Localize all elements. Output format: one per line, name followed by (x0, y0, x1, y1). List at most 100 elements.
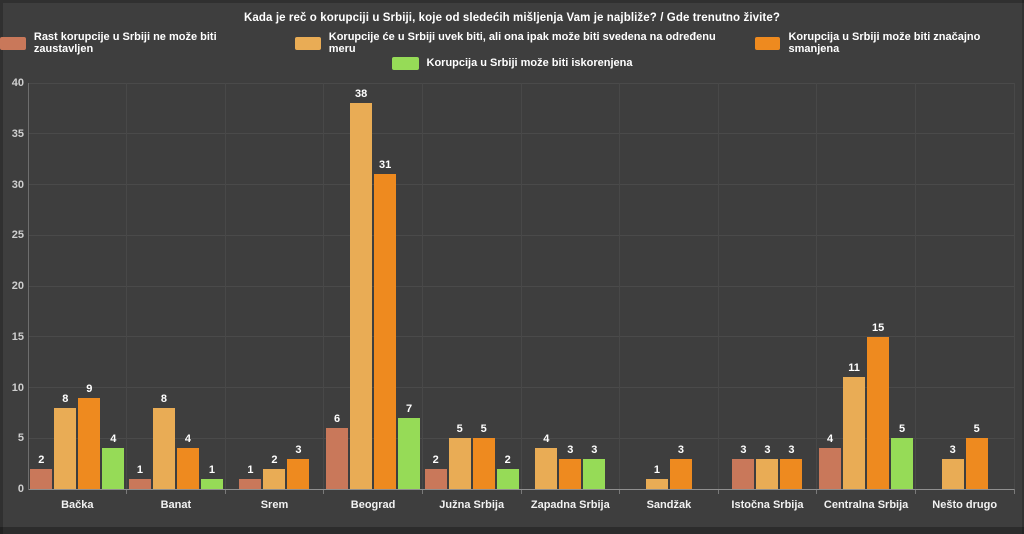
bar (200, 479, 223, 489)
bar (780, 459, 803, 489)
legend-label: Rast korupcije u Srbiji ne može biti zau… (33, 31, 217, 55)
bar-value-label: 9 (86, 383, 93, 395)
bar (819, 448, 842, 489)
bar (54, 408, 77, 489)
x-axis-tick (619, 489, 621, 494)
bar (374, 174, 397, 489)
x-axis-tick (126, 489, 128, 494)
bar (732, 459, 755, 489)
bar (965, 438, 988, 489)
bar (645, 479, 668, 489)
legend-item[interactable]: Korupcija u Srbiji može biti iskorenjena (391, 56, 633, 70)
bar-value-label: 8 (62, 393, 69, 405)
bar-slot: 38 (350, 88, 373, 489)
bar-slot: 9 (78, 383, 101, 489)
bar-group: 4 11 15 5 (817, 83, 916, 489)
bar-value-label: 1 (247, 464, 254, 476)
bar-value-label: 15 (871, 322, 885, 334)
gridline-vertical (816, 83, 818, 489)
bar-value-label: 6 (334, 413, 341, 425)
bar-value-label: 3 (295, 444, 302, 456)
bar-slot: 3 (756, 444, 779, 489)
bar (152, 408, 175, 489)
bar-value-label: 4 (827, 433, 834, 445)
category-label: Nešto drugo (932, 499, 998, 511)
bar-value-label: 2 (271, 454, 278, 466)
legend-item[interactable]: Korupcija u Srbiji može biti značajno sm… (754, 31, 1024, 55)
bar-slot: 1 (645, 464, 668, 489)
bar-value-label: 7 (406, 403, 413, 415)
bar-slot: 6 (326, 413, 349, 489)
bar-group: 2 5 5 2 (422, 83, 521, 489)
chart-title: Kada je reč o korupciji u Srbiji, koje o… (244, 12, 780, 24)
bar-value-label: 2 (38, 454, 45, 466)
bar-value-label: 2 (432, 454, 439, 466)
x-axis-tick (224, 489, 226, 494)
bar-value-label: 31 (378, 159, 392, 171)
legend-item[interactable]: Korupcije će u Srbiji uvek biti, ali ona… (294, 31, 729, 55)
bar (326, 428, 349, 489)
bar-value-label: 5 (899, 423, 906, 435)
bar-slot: 4 (535, 433, 558, 489)
y-tick-label: 20 (11, 280, 24, 292)
x-axis-tick (717, 489, 719, 494)
bar-value-label: 5 (456, 423, 463, 435)
x-axis-tick (323, 489, 325, 494)
category-label: Istočna Srbija (731, 499, 804, 511)
category-label: Srem (260, 499, 289, 511)
bar-group: 2 8 9 4 (28, 83, 127, 489)
gridline-vertical (323, 83, 325, 489)
bar-value-label: 3 (764, 444, 771, 456)
y-tick-label: 5 (17, 432, 24, 445)
bar (891, 438, 914, 489)
bar (448, 438, 471, 489)
bar-slot: 5 (448, 423, 471, 489)
bar-slot: 3 (732, 444, 755, 489)
bar (843, 377, 866, 489)
bar-value-label: 4 (184, 433, 191, 445)
bar-value-label: 38 (354, 88, 368, 100)
bar (128, 479, 151, 489)
gridline-vertical (717, 83, 719, 489)
legend-item[interactable]: Rast korupcije u Srbiji ne može biti zau… (0, 31, 269, 55)
bar-slot: 2 (496, 454, 519, 489)
bar-value-label: 8 (160, 393, 167, 405)
category-label: Sandžak (646, 499, 692, 511)
legend-label: Korupcija u Srbiji može biti iskorenjena (426, 57, 633, 69)
bar-slot: 15 (867, 322, 890, 489)
bar-slot: 3 (287, 444, 310, 489)
bar-group: 6 38 31 7 (324, 83, 423, 489)
bar-slot: 3 (559, 444, 582, 489)
bar-value-label: 3 (949, 444, 956, 456)
bar (398, 418, 421, 489)
bar (239, 479, 262, 489)
bar-group: 4 3 3 (521, 83, 620, 489)
bar-slot: 2 (263, 454, 286, 489)
category-label: Zapadna Srbija (530, 499, 610, 511)
bar-value-label: 11 (848, 362, 860, 374)
bar-slot: 3 (941, 444, 964, 489)
bar-slot: 31 (374, 159, 397, 489)
bar-value-label: 1 (208, 464, 215, 476)
bar-slot: 2 (424, 454, 447, 489)
bar-slot: 3 (583, 444, 606, 489)
bar (496, 469, 519, 489)
bar (350, 103, 373, 489)
bar-value-label: 2 (504, 454, 511, 466)
bar (176, 448, 199, 489)
gridline-vertical (126, 83, 128, 489)
category-label: Banat (160, 499, 192, 511)
gridline-vertical (619, 83, 621, 489)
bar-slot: 5 (891, 423, 914, 489)
x-axis-tick (914, 489, 916, 494)
gridline-vertical (421, 83, 423, 489)
bar-slot: 5 (472, 423, 495, 489)
bar-value-label: 3 (788, 444, 795, 456)
bar-slot: 8 (54, 393, 77, 489)
legend: Rast korupcije u Srbiji ne može biti zau… (0, 31, 1024, 73)
bar-slot: 4 (102, 433, 125, 489)
